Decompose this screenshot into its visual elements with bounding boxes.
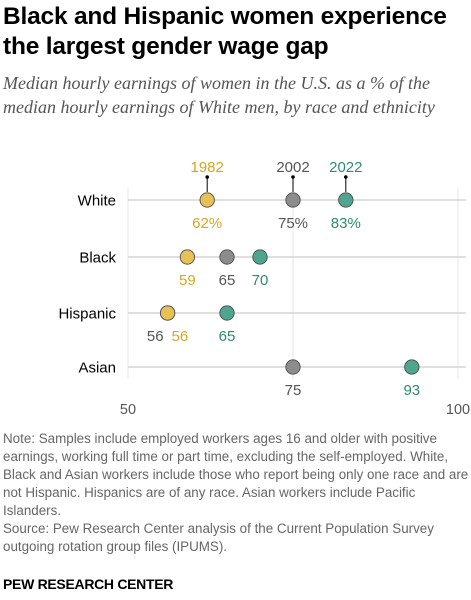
legend-pointer-dot-1982 [205,175,209,179]
dot-black-2022 [252,249,268,265]
value-label-white-2022: 83% [331,215,361,232]
note-section: Note: Samples include employed workers a… [3,430,471,556]
value-label-asian-2002: 75 [285,382,302,399]
dot-plot: 50 100 White 83% 75% 62% 1982 2002 2022 Black 70 65… [58,159,470,418]
x-tick-label-100: 100 [446,402,470,418]
credit-label: PEW RESEARCH CENTER [3,576,174,592]
category-label-black: Black [79,250,116,267]
category-label-asian: Asian [78,360,116,377]
dot-white-2002 [285,192,301,208]
legend-pointer-dot-2002 [291,175,295,179]
value-label-black-1982: 59 [179,272,196,289]
x-tick-label-50: 50 [120,402,136,418]
value-label-white-2002: 75% [278,215,308,232]
dot-black-2002 [219,249,235,265]
dot-white-2022 [338,192,354,208]
dot-asian-2022 [404,359,420,375]
note-text: Note: Samples include employed workers a… [3,431,469,518]
category-label-hispanic: Hispanic [58,306,116,323]
value-label-hispanic-2002: 56 [147,328,164,345]
dot-black-1982 [179,249,196,265]
value-label-black-2022: 70 [252,272,269,289]
chart-title: Black and Hispanic women experience the … [3,3,447,60]
dot-white-1982 [199,192,215,208]
value-label-asian-2022: 93 [403,382,420,399]
dot-hispanic-2022 [219,305,235,321]
legend-label-2002: 2002 [276,159,309,176]
source-text: Source: Pew Research Center analysis of … [3,521,434,554]
legend-label-1982: 1982 [191,159,224,176]
legend-label-2022: 2022 [329,159,362,176]
category-label-white: White [78,193,116,210]
dot-hispanic-1982 [159,305,176,321]
value-label-black-2002: 65 [219,272,236,289]
dot-asian-2002 [285,359,301,375]
chart-subtitle: Median hourly earnings of women in the U… [3,73,435,117]
value-label-hispanic-2022: 65 [219,328,236,345]
value-label-hispanic-1982: 56 [172,328,189,345]
legend-pointer-dot-2022 [344,175,348,179]
value-label-white-1982: 62% [192,215,222,232]
